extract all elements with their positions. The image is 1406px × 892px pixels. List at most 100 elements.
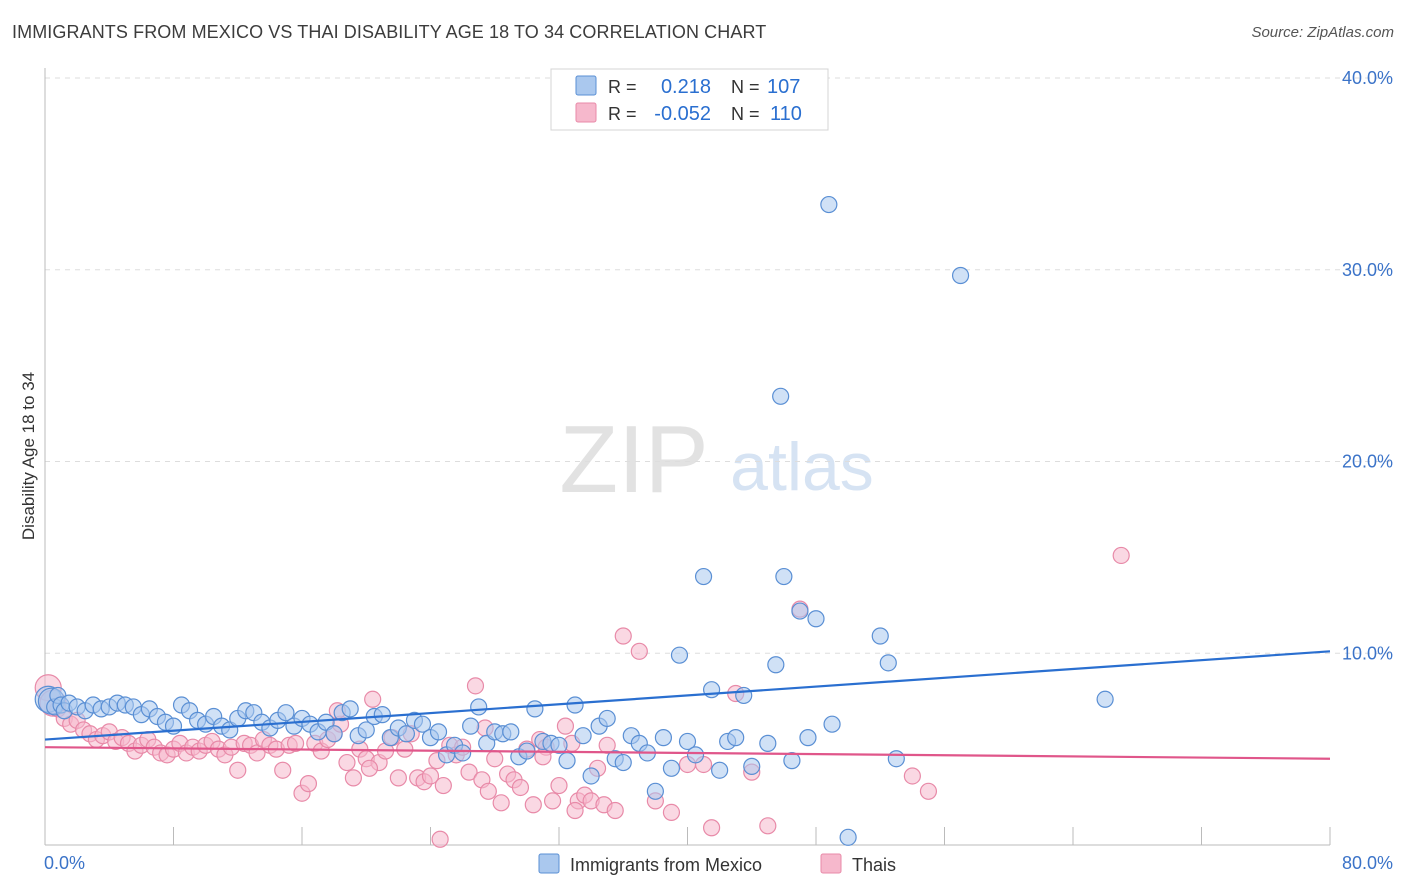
legend-blue-r-value: 0.218 [661,76,711,98]
point-mexico [791,602,809,620]
point-mexico [566,696,584,714]
y-axis-label: Disability Age 18 to 34 [19,372,38,540]
point-thais [434,776,452,795]
point-mexico [277,704,295,722]
legend-bottom-pink-swatch [820,853,842,874]
watermark-zip: ZIP [559,406,708,513]
legend-pink-n-value: 110 [770,103,802,125]
point-thais [903,767,921,785]
point-mexico [807,610,825,628]
point-mexico [735,686,753,705]
point-mexico [582,767,600,785]
trend-line-mexico [44,650,1331,741]
point-mexico [550,736,568,754]
legend-bottom-blue-label: Immigrants from Mexico [570,855,762,875]
point-thais [492,794,510,812]
legend-bottom-pink-label: Thais [852,855,896,875]
point-mexico [951,266,970,285]
point-mexico [871,627,889,645]
y-tick-label: 10.0% [1342,643,1393,663]
point-mexico [670,646,689,664]
point-mexico [574,727,592,745]
point-mexico [341,700,359,718]
point-thais [229,761,247,779]
point-thais [396,740,414,758]
point-thais [543,792,562,810]
point-thais [662,803,681,822]
point-thais [1112,546,1130,565]
point-mexico [357,721,375,739]
point-mexico [526,700,544,718]
point-mexico [694,567,713,586]
point-mexico [413,715,432,733]
point-thais [460,763,478,781]
point-thais [566,801,584,820]
point-mexico [325,725,343,743]
point-thais [344,769,362,787]
point-thais [702,819,721,837]
point-mexico [772,387,790,405]
point-mexico [759,734,777,752]
point-thais [759,817,777,835]
chart-title: IMMIGRANTS FROM MEXICO VS THAI DISABILIT… [12,22,767,42]
legend-blue-n-label: N = [731,77,760,97]
point-thais [614,627,632,645]
point-thais [431,830,449,848]
legend-bottom-blue-swatch [538,853,560,874]
x-tick-label: 0.0% [44,853,85,873]
point-thais [364,690,382,708]
point-mexico [823,715,841,733]
legend-top-box [550,68,829,131]
y-tick-label: 20.0% [1342,452,1393,472]
point-thais [511,778,530,797]
point-mexico [598,709,616,728]
point-mexico [711,761,729,779]
chart-source: Source: ZipAtlas.com [1251,24,1394,41]
point-mexico [727,729,745,747]
legend-blue-r-label: R = [608,77,637,97]
point-thais [421,767,440,785]
point-thais [479,782,497,800]
point-mexico [839,828,857,846]
point-thais [524,796,542,814]
point-mexico [654,729,673,747]
point-mexico [397,725,416,743]
legend-bottom: Immigrants from Mexico Thais [538,853,896,875]
point-mexico [502,723,520,741]
point-mexico [646,782,664,800]
legend-top: R = 0.218 N = 107 R = -0.052 N = 110 [550,68,829,131]
point-mexico [887,750,905,768]
point-mexico [775,567,793,586]
point-thais [286,734,305,752]
point-mexico [702,681,721,699]
legend-blue-swatch [575,75,597,96]
point-thais [338,753,356,772]
point-mexico [662,759,681,777]
legend-pink-swatch [575,102,597,123]
point-mexico [678,732,697,751]
point-thais [466,677,485,695]
point-thais [630,642,648,660]
point-mexico [470,698,488,716]
point-thais [550,776,568,795]
point-mexico [462,717,480,735]
legend-pink-n-label: N = [731,104,760,124]
point-mexico [820,195,838,214]
point-mexico [783,752,801,770]
point-thais [919,782,938,800]
y-tick-label: 30.0% [1342,260,1393,280]
point-mexico [686,746,705,764]
y-tick-label: 40.0% [1342,68,1393,88]
point-mexico [799,729,817,747]
x-tick-label: 80.0% [1342,853,1393,873]
trend-line-thais [44,746,1331,760]
point-thais [360,759,379,777]
point-thais [556,717,575,735]
legend-blue-n-value: 107 [767,76,800,98]
watermark-atlas: atlas [730,429,874,505]
point-mexico [879,654,897,672]
point-thais [606,801,624,820]
legend-pink-r-label: R = [608,104,637,124]
